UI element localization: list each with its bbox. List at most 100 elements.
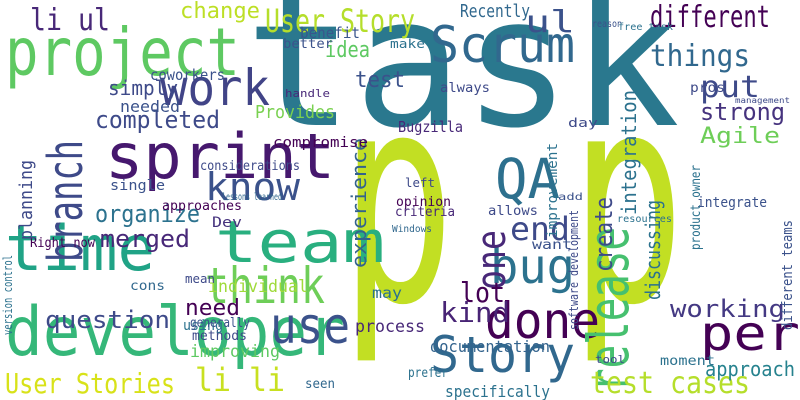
word: think (205, 257, 325, 315)
word: discussing (641, 200, 665, 300)
word: single (110, 178, 165, 194)
word: want (532, 238, 572, 253)
word: sprint (105, 120, 335, 193)
word: individual (208, 277, 308, 297)
word: question (45, 306, 170, 334)
word: p p (340, 32, 685, 369)
word: different (650, 0, 770, 35)
word: working (670, 295, 785, 323)
word: test (355, 68, 405, 93)
word: needed (120, 97, 180, 116)
word: Scrum (430, 16, 575, 74)
word: specifically (445, 382, 550, 400)
word: User Stories (5, 367, 175, 400)
word: approaches (162, 199, 242, 214)
word: compromise (273, 135, 368, 151)
word: lessons learned (222, 192, 282, 203)
word: put (700, 70, 760, 105)
word: work (160, 59, 270, 117)
word: experience (347, 138, 371, 268)
word: task (245, 0, 680, 168)
word: generally (190, 316, 250, 331)
word: improving (190, 342, 280, 362)
word: free task (618, 22, 673, 33)
word: simply (108, 76, 178, 100)
word: branch (38, 140, 94, 262)
word: benefit (300, 24, 360, 42)
word: Story (430, 326, 575, 384)
word: li li (195, 361, 285, 399)
word: mean (185, 272, 215, 286)
word: different teams (780, 220, 796, 330)
word: per (700, 306, 800, 362)
word: change (180, 0, 260, 24)
word: need (185, 296, 240, 321)
word: merged (100, 225, 190, 253)
word: integrate (697, 195, 767, 211)
word: coworkers (150, 66, 225, 84)
word: create (590, 197, 618, 272)
word: Bugzilla (398, 118, 463, 136)
word: planning (16, 160, 37, 240)
word: Agile (700, 124, 780, 149)
word: use (270, 297, 350, 355)
word: bug (490, 239, 575, 295)
word: developer (5, 293, 345, 372)
word: li ul (30, 3, 110, 38)
word: team (215, 208, 385, 276)
word: Recently (460, 1, 530, 22)
word: product owner (689, 165, 704, 250)
word: version control (1, 255, 15, 335)
word: make (390, 37, 425, 51)
word: idea (325, 38, 370, 63)
word: may (372, 284, 402, 302)
word: Right now (30, 236, 95, 251)
word: always (440, 81, 490, 96)
word: pros (690, 81, 725, 96)
word: software development (567, 210, 581, 330)
word: project (5, 14, 240, 91)
word: resources (617, 214, 672, 225)
word: ul (525, 5, 575, 40)
word: kind (440, 296, 510, 329)
word: one (469, 230, 515, 290)
word: lot (460, 276, 505, 309)
word: release (577, 227, 642, 392)
word: add (558, 192, 583, 203)
word: opinion (396, 195, 451, 210)
word: process (355, 317, 425, 337)
word: test cases (590, 366, 750, 400)
word: criteria (395, 205, 455, 220)
word: moment (660, 354, 715, 369)
word: know (205, 165, 300, 209)
word: allows (488, 204, 538, 219)
word: prefer (408, 366, 448, 381)
word: considerations (200, 159, 300, 174)
word: day (568, 116, 598, 130)
word: tool (595, 353, 625, 366)
word: documentation (430, 337, 550, 356)
word: time (5, 212, 155, 285)
word: end (510, 210, 570, 248)
word: Dev (212, 215, 242, 231)
word: completed (95, 106, 220, 134)
word: methods (192, 329, 247, 344)
word: using (183, 318, 223, 334)
word: User Story (265, 2, 415, 40)
word: Provides (255, 102, 335, 123)
word: integration (617, 90, 641, 215)
word: left (405, 176, 435, 190)
word: things (650, 39, 750, 74)
word: Windows (392, 224, 432, 235)
word: seen (305, 377, 335, 392)
word: management (735, 96, 790, 105)
word: strong (700, 98, 785, 126)
word: organize (95, 200, 200, 228)
word: QA (495, 147, 560, 211)
word: better (283, 37, 333, 52)
word: cons (130, 279, 165, 294)
word: reason (592, 19, 622, 30)
word: improvement (545, 143, 561, 238)
